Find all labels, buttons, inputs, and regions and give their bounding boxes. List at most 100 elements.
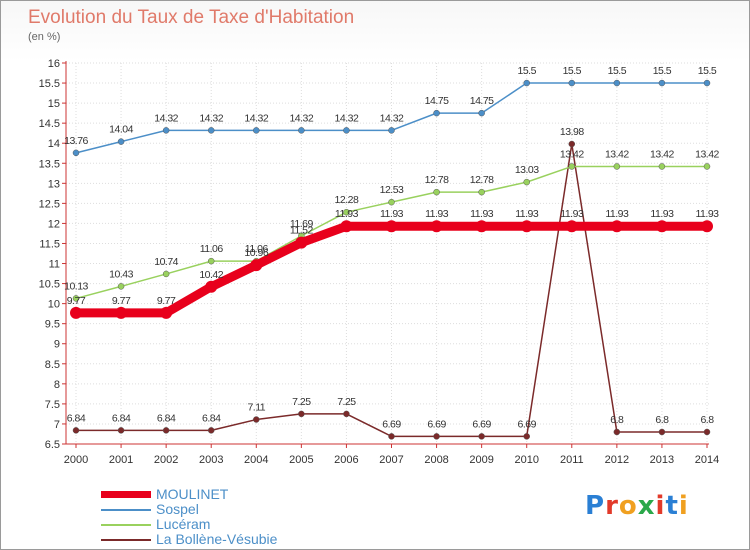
data-label: 11.52 [290, 225, 314, 237]
legend-label: Sospel [156, 501, 199, 517]
x-tick-label: 2007 [379, 454, 403, 466]
data-label: 13.76 [64, 135, 88, 147]
data-point [162, 127, 170, 134]
data-label: 6.69 [517, 418, 536, 430]
data-point [70, 306, 82, 319]
y-tick-label: 7.5 [45, 399, 60, 411]
y-tick-label: 8.5 [45, 359, 60, 371]
data-label: 7.25 [337, 396, 356, 408]
data-point [478, 433, 485, 440]
data-label: 14.32 [335, 112, 359, 124]
x-tick-label: 2003 [199, 454, 223, 466]
y-tick-label: 14.5 [39, 118, 60, 130]
y-tick-label: 15 [48, 98, 60, 110]
data-point [613, 428, 621, 436]
data-label: 11.93 [470, 208, 494, 220]
data-point [430, 220, 443, 233]
data-point [388, 127, 395, 134]
data-label: 6.84 [67, 412, 86, 424]
data-point [478, 188, 485, 196]
data-point [253, 127, 260, 134]
data-label: 9.77 [67, 295, 86, 307]
data-label: 11.93 [696, 208, 720, 220]
y-tick-label: 8 [54, 379, 60, 391]
data-point [568, 163, 576, 170]
data-label: 11.06 [200, 243, 224, 255]
data-label: 10.13 [64, 280, 88, 292]
data-point [568, 140, 576, 148]
data-label: 15.5 [698, 65, 717, 77]
data-point [117, 427, 125, 434]
data-point [658, 163, 666, 170]
y-tick-label: 10.5 [39, 279, 60, 291]
data-label: 11.93 [515, 208, 539, 220]
data-point [568, 79, 576, 87]
data-label: 12.28 [335, 194, 359, 206]
y-tick-label: 7 [54, 419, 60, 431]
data-point [207, 427, 215, 434]
data-label: 9.77 [112, 295, 131, 307]
data-label: 12.78 [425, 174, 449, 186]
data-label: 11.69 [290, 218, 314, 230]
data-point [701, 220, 713, 233]
data-label: 6.69 [382, 418, 401, 430]
data-label: 6.69 [472, 418, 491, 430]
chart-subtitle: (en %) [28, 31, 61, 43]
x-tick-label: 2004 [244, 454, 268, 466]
data-point [207, 257, 215, 265]
data-point [520, 220, 533, 233]
data-label: 6.8 [655, 414, 669, 426]
y-tick-label: 11.5 [39, 238, 60, 250]
data-label: 14.75 [425, 95, 449, 107]
data-label: 13.42 [695, 148, 719, 160]
data-label: 13.03 [515, 164, 539, 176]
y-tick-label: 16 [48, 58, 60, 70]
x-tick-label: 2006 [334, 454, 358, 466]
data-point [523, 79, 530, 87]
data-label: 14.04 [109, 124, 133, 136]
data-point [613, 79, 621, 87]
data-point [655, 220, 668, 233]
data-point [658, 79, 666, 87]
data-point [565, 220, 578, 233]
legend-swatch [101, 491, 151, 498]
legend-swatch [101, 539, 151, 541]
data-label: 11.93 [560, 208, 584, 220]
data-point [343, 127, 350, 134]
x-tick-label: 2010 [514, 454, 538, 466]
x-tick-label: 2013 [650, 454, 674, 466]
y-tick-label: 14 [48, 138, 60, 150]
data-label: 14.75 [470, 95, 494, 107]
data-label: 6.8 [700, 414, 714, 426]
data-point [523, 433, 530, 440]
proxiti-logo: Proxiti [585, 491, 689, 521]
data-point [343, 208, 350, 216]
data-point [72, 427, 80, 434]
data-label: 7.25 [292, 396, 311, 408]
x-tick-label: 2009 [469, 454, 493, 466]
data-point [115, 306, 128, 319]
data-label: 13.42 [650, 148, 674, 160]
data-point [160, 306, 173, 319]
data-point [388, 433, 395, 440]
data-label: 10.42 [199, 269, 223, 281]
data-point [298, 410, 305, 418]
legend-label: La Bollène-Vésubie [156, 531, 278, 547]
data-point [433, 109, 440, 117]
data-label: 12.53 [380, 184, 404, 196]
legend-label: MOULINET [156, 486, 229, 502]
data-label: 14.32 [154, 112, 178, 124]
x-tick-label: 2005 [289, 454, 313, 466]
data-label: 14.32 [289, 112, 313, 124]
data-point [658, 428, 666, 436]
data-label: 10.74 [154, 256, 178, 268]
data-label: 11.93 [425, 208, 449, 220]
x-tick-label: 2002 [154, 454, 178, 466]
y-tick-label: 12 [48, 218, 60, 230]
x-tick-label: 2012 [605, 454, 629, 466]
data-point [703, 428, 711, 436]
data-label: 14.32 [199, 112, 223, 124]
x-tick-label: 2001 [109, 454, 133, 466]
data-label: 6.84 [202, 412, 221, 424]
